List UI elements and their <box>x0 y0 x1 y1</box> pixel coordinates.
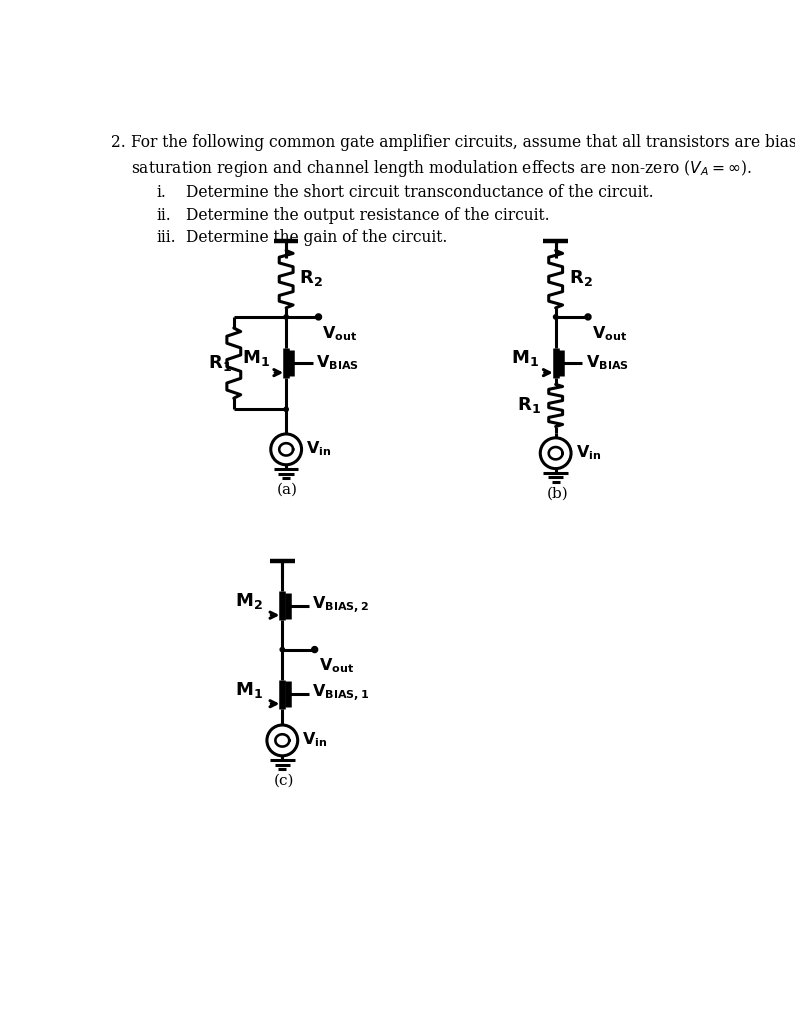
Circle shape <box>284 408 289 412</box>
Text: ii.: ii. <box>157 207 172 224</box>
Text: For the following common gate amplifier circuits, assume that all transistors ar: For the following common gate amplifier … <box>130 134 795 151</box>
Text: $\mathbf{V_{in}}$: $\mathbf{V_{in}}$ <box>576 443 601 462</box>
Text: Determine the short circuit transconductance of the circuit.: Determine the short circuit transconduct… <box>186 184 653 202</box>
Text: $\mathbf{V_{in}}$: $\mathbf{V_{in}}$ <box>302 730 328 749</box>
Text: i.: i. <box>157 184 167 202</box>
Text: $\mathbf{M_1}$: $\mathbf{M_1}$ <box>235 680 262 699</box>
Text: $\mathbf{R_2}$: $\mathbf{R_2}$ <box>568 267 592 288</box>
Text: $\mathbf{V_{out}}$: $\mathbf{V_{out}}$ <box>322 324 358 343</box>
Text: (a): (a) <box>277 482 298 497</box>
Text: $\mathbf{V_{BIAS}}$: $\mathbf{V_{BIAS}}$ <box>586 353 629 372</box>
Text: $\mathbf{M_1}$: $\mathbf{M_1}$ <box>242 348 270 369</box>
Circle shape <box>553 314 558 319</box>
Text: $\mathbf{V_{out}}$: $\mathbf{V_{out}}$ <box>591 324 627 343</box>
Text: $\mathbf{V_{out}}$: $\mathbf{V_{out}}$ <box>319 656 354 675</box>
Text: $\mathbf{R_1}$: $\mathbf{R_1}$ <box>207 353 231 373</box>
Text: $\mathbf{V_{BIAS}}$: $\mathbf{V_{BIAS}}$ <box>316 353 359 372</box>
Text: $\mathbf{V_{BIAS,2}}$: $\mathbf{V_{BIAS,2}}$ <box>312 594 370 615</box>
Circle shape <box>284 314 289 319</box>
Text: $\mathbf{R_1}$: $\mathbf{R_1}$ <box>518 395 541 416</box>
Circle shape <box>280 647 285 651</box>
Text: $\mathbf{M_2}$: $\mathbf{M_2}$ <box>235 591 262 611</box>
Text: Determine the gain of the circuit.: Determine the gain of the circuit. <box>186 229 448 246</box>
Text: (c): (c) <box>273 773 294 787</box>
Text: $\mathbf{V_{BIAS,1}}$: $\mathbf{V_{BIAS,1}}$ <box>312 683 370 705</box>
Text: saturation region and channel length modulation effects are non-zero ($V_A = \in: saturation region and channel length mod… <box>130 159 751 179</box>
Text: $\mathbf{V_{in}}$: $\mathbf{V_{in}}$ <box>306 439 332 458</box>
Text: Determine the output resistance of the circuit.: Determine the output resistance of the c… <box>186 207 549 224</box>
Text: 2.: 2. <box>111 134 126 151</box>
Text: $\mathbf{R_2}$: $\mathbf{R_2}$ <box>299 267 323 288</box>
Text: (b): (b) <box>546 486 568 501</box>
Text: iii.: iii. <box>157 229 176 246</box>
Text: $\mathbf{M_1}$: $\mathbf{M_1}$ <box>511 348 539 369</box>
